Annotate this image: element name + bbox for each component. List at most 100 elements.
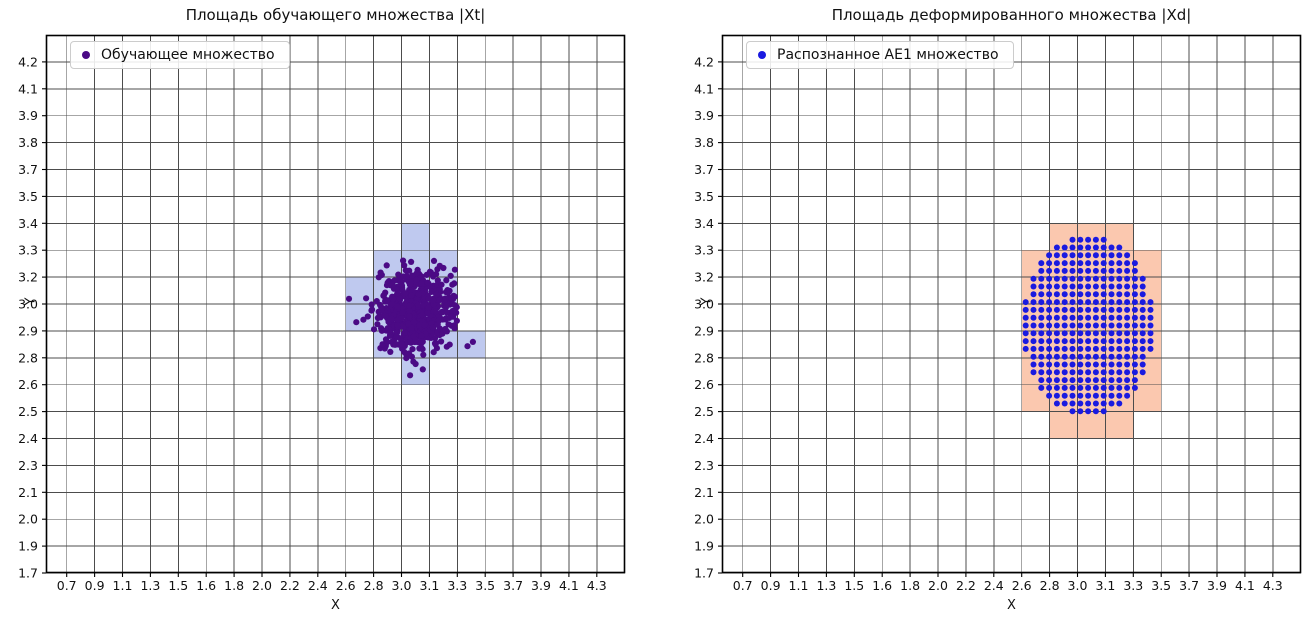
data-point <box>1100 384 1107 391</box>
highlight-cell <box>1133 250 1162 278</box>
data-point <box>1053 244 1060 251</box>
data-point <box>1053 353 1060 360</box>
data-point <box>1046 299 1053 306</box>
data-point <box>1085 314 1092 321</box>
y-tick-label: 3.5 <box>18 189 38 204</box>
y-tick-label: 2.4 <box>18 431 38 446</box>
data-point <box>1085 369 1092 376</box>
data-point <box>1100 299 1107 306</box>
data-point <box>433 291 440 298</box>
data-point <box>427 269 434 276</box>
data-point <box>412 360 419 368</box>
data-point <box>401 329 408 336</box>
y-tick-label: 2.5 <box>694 404 714 419</box>
data-point <box>1147 338 1154 345</box>
legend-marker-dot <box>82 51 90 59</box>
data-point <box>1124 377 1131 384</box>
data-point <box>1069 384 1076 391</box>
data-point <box>1077 306 1084 313</box>
data-point <box>1061 330 1068 337</box>
data-point <box>431 340 439 347</box>
data-point <box>453 317 460 324</box>
y-tick-label: 2.9 <box>694 323 714 338</box>
data-point <box>1085 353 1092 360</box>
data-point <box>1085 291 1092 298</box>
data-point <box>1085 306 1092 313</box>
data-point <box>1147 330 1154 337</box>
data-point <box>389 296 397 303</box>
data-point <box>1139 314 1146 321</box>
data-point <box>1116 299 1123 306</box>
highlight-cell <box>1077 411 1106 439</box>
data-point <box>1061 338 1068 345</box>
data-point <box>1131 369 1138 376</box>
chart-title: Площадь деформированного множества |Xd| <box>831 6 1192 24</box>
data-point <box>400 257 407 264</box>
y-tick-label: 2.0 <box>694 512 714 527</box>
data-point <box>1085 252 1092 259</box>
data-point <box>1124 392 1131 399</box>
data-point <box>409 272 416 279</box>
data-point <box>397 281 404 288</box>
data-point <box>1077 353 1084 360</box>
data-point <box>1092 338 1099 345</box>
data-point <box>1053 283 1060 290</box>
highlight-cell <box>1133 357 1162 385</box>
data-point <box>1061 275 1068 282</box>
data-point <box>1038 330 1045 337</box>
data-point <box>370 326 378 333</box>
data-point <box>1077 314 1084 321</box>
data-point <box>1100 330 1107 337</box>
data-point <box>1131 338 1138 345</box>
data-point <box>1131 299 1138 306</box>
data-point <box>433 345 440 352</box>
y-tick-label: 4.1 <box>694 81 714 96</box>
data-point <box>1053 260 1060 267</box>
data-point <box>1092 299 1099 306</box>
data-point <box>1030 330 1037 337</box>
y-tick-label: 3.4 <box>18 216 38 231</box>
data-point <box>1124 361 1131 368</box>
x-tick-label: 2.2 <box>956 578 976 593</box>
data-point <box>1085 345 1092 352</box>
data-point <box>419 366 426 373</box>
y-axis-title: Y <box>23 297 39 306</box>
data-point <box>1100 306 1107 313</box>
data-point <box>451 280 458 287</box>
x-tick-label: 0.7 <box>733 578 753 593</box>
data-point <box>1124 252 1131 259</box>
highlight-cell <box>1133 304 1162 331</box>
data-point <box>1069 306 1076 313</box>
data-point <box>1100 400 1107 407</box>
scatter-points <box>345 257 476 379</box>
data-point <box>1116 345 1123 352</box>
y-tick-label: 1.7 <box>18 566 38 581</box>
data-point <box>438 309 445 316</box>
data-point <box>1116 338 1123 345</box>
data-point <box>1030 353 1037 360</box>
y-tick-label: 4.1 <box>18 81 38 96</box>
data-point <box>1077 244 1084 251</box>
data-point <box>388 315 395 323</box>
data-point <box>1147 345 1154 352</box>
data-point <box>1030 283 1037 290</box>
data-point <box>394 290 401 297</box>
data-point <box>443 277 450 284</box>
data-point <box>1053 345 1060 352</box>
data-point <box>1116 267 1123 274</box>
data-point <box>1131 314 1138 321</box>
data-point <box>1092 408 1099 415</box>
y-tick-label: 2.8 <box>18 350 38 365</box>
data-point <box>1131 260 1138 267</box>
data-point <box>1092 369 1099 376</box>
plot-area-deformed: 0.7 0.9 1.1 1.3 1.5 1.6 1.8 2.0 2.2 2.4 2.6 2.8 3.0 3… <box>694 34 1302 593</box>
data-point <box>1085 400 1092 407</box>
data-point <box>433 271 440 278</box>
data-point <box>440 264 447 272</box>
data-point <box>1038 306 1045 313</box>
data-point <box>1061 369 1068 376</box>
legend-label: Обучающее множество <box>101 47 275 63</box>
data-point <box>1069 283 1076 290</box>
data-point <box>1100 260 1107 267</box>
data-point <box>1069 322 1076 329</box>
